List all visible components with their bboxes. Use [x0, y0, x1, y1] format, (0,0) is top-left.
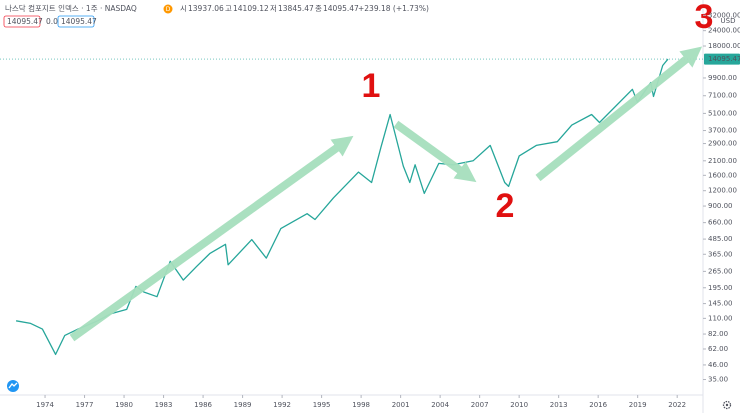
- annotation: 3: [695, 0, 714, 36]
- indicator-value: 14095.47: [7, 17, 43, 26]
- x-tick-label: 1983: [155, 401, 173, 409]
- y-tick-label: 110.00: [708, 314, 733, 322]
- x-tick-label: 1998: [352, 401, 370, 409]
- arrows: [69, 46, 703, 342]
- ohlc-value: 13937.06: [188, 4, 224, 13]
- price-axis: [703, 0, 740, 395]
- y-tick-label: 5100.00: [708, 109, 737, 117]
- x-tick-label: 1995: [313, 401, 331, 409]
- arrow: [69, 135, 354, 342]
- y-tick-label: 2900.00: [708, 140, 737, 148]
- annotation: 2: [496, 187, 515, 225]
- arrow: [393, 120, 477, 183]
- badge-text: D: [166, 6, 171, 13]
- y-tick-label: 7100.00: [708, 92, 737, 100]
- y-tick-label: 2100.00: [708, 157, 737, 165]
- y-tick-label: 35.00: [708, 376, 728, 384]
- symbol-title: 나스닥 컴포지트 인덱스 · 1주 · NASDAQ: [5, 3, 137, 13]
- plot: [0, 58, 703, 356]
- x-tick-label: 2010: [510, 401, 528, 409]
- y-tick-label: 46.00: [708, 361, 728, 369]
- ohlc-value: 14109.12: [233, 4, 269, 13]
- x-tick-label: 2019: [629, 401, 647, 409]
- x-tick-label: 2007: [471, 401, 489, 409]
- ohlc-prefix: 저: [270, 4, 277, 13]
- x-tick-label: 2004: [431, 401, 449, 409]
- change: +239.18 (+1.73%): [358, 4, 429, 13]
- y-tick-label: 62.00: [708, 345, 728, 353]
- y-tick-label: 9900.00: [708, 74, 737, 82]
- value-box: [57, 15, 95, 28]
- x-tick-label: 1980: [115, 401, 133, 409]
- ohlc-value: 14095.47: [323, 4, 359, 13]
- ohlc: 시 13937.06 고 14109.12 저 13845.47 종 14095.47 +239…: [180, 4, 429, 13]
- value-box: [3, 15, 41, 28]
- ohlc-value: 13845.47: [278, 4, 314, 13]
- x-tick-label: 2001: [392, 401, 410, 409]
- logo: [7, 380, 19, 392]
- ohlc-prefix: 종: [315, 4, 322, 13]
- x-tick-label: 2016: [589, 401, 607, 409]
- y-tick-label: 1600.00: [708, 171, 737, 179]
- x-tick-label: 1977: [76, 401, 94, 409]
- ohlc-prefix: 시: [180, 4, 187, 13]
- x-tick-label: 1986: [194, 401, 212, 409]
- price-line: [15, 58, 669, 356]
- y-tick-label: 32000.00: [708, 11, 740, 19]
- indicator-value: 0.00: [46, 17, 63, 26]
- y-tick-label: 1200.00: [708, 187, 737, 195]
- last-price-box: [704, 53, 740, 65]
- y-tick-label: 195.00: [708, 284, 733, 292]
- y-tick-label: 660.00: [708, 219, 733, 227]
- y-tick-label: 485.00: [708, 235, 733, 243]
- y-tick-label: 82.00: [708, 330, 728, 338]
- y-tick-label: 265.00: [708, 267, 733, 275]
- arrow: [535, 46, 703, 182]
- x-tick-label: 1989: [234, 401, 252, 409]
- y-tick-label: 900.00: [708, 202, 733, 210]
- y-tick-label: 145.00: [708, 300, 733, 308]
- settings-icon[interactable]: [722, 400, 732, 410]
- ohlc-prefix: 고: [225, 4, 232, 13]
- y-tick-label: 3700.00: [708, 127, 737, 135]
- badge: [163, 4, 173, 14]
- y-tick-label: 24000.00: [708, 27, 740, 35]
- indicator-value: 14095.47: [61, 17, 97, 26]
- y-tick-label: 365.00: [708, 250, 733, 258]
- y-tick-label: 18000.00: [708, 42, 740, 50]
- x-tick-label: 1974: [36, 401, 54, 409]
- last-price-label: 14095.47: [708, 55, 740, 63]
- x-tick-label: 2013: [550, 401, 568, 409]
- currency-label: USD: [721, 17, 736, 25]
- x-tick-label: 1992: [273, 401, 291, 409]
- annotation: 1: [362, 67, 381, 105]
- x-tick-label: 2022: [668, 401, 686, 409]
